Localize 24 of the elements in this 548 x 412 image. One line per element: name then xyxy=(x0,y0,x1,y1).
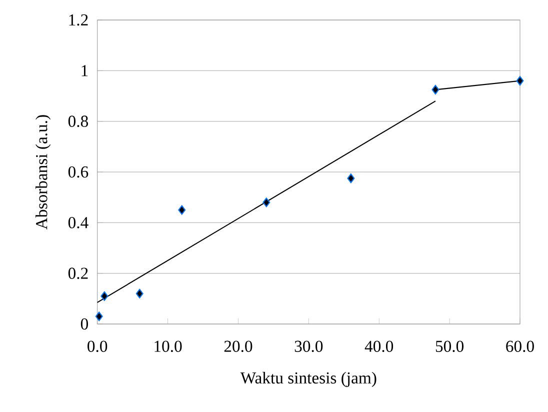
point xyxy=(136,288,144,298)
point xyxy=(347,174,355,184)
point xyxy=(516,76,524,86)
y-tick-label: 1 xyxy=(82,65,88,76)
y-tick-label: 0 xyxy=(80,318,88,330)
point xyxy=(100,291,108,301)
x-tick-label: 40.0 xyxy=(364,340,394,352)
y-tick-label: 0.6 xyxy=(68,166,88,178)
point xyxy=(262,198,270,208)
x-tick-label: 50.0 xyxy=(436,340,464,352)
x-tick-label: 20.0 xyxy=(224,340,252,352)
point xyxy=(178,205,186,215)
y-tick-label: 0.2 xyxy=(68,268,88,279)
x-tick-label: 10.0 xyxy=(154,340,182,352)
y-tick-label: 0.4 xyxy=(68,217,88,228)
x-tick-label: 60.0 xyxy=(506,340,534,352)
x-tick-label: 0.0 xyxy=(88,340,108,352)
x-axis-title: Waktu sintesis (jam) xyxy=(240,372,376,387)
x-tick-label: 30.0 xyxy=(294,340,323,352)
y-tick-label: 0.8 xyxy=(68,116,88,127)
point xyxy=(432,84,440,94)
y-axis-title: Absorbansi (a.u.) xyxy=(36,115,51,230)
point xyxy=(95,312,103,322)
y-tick-label: 1.2 xyxy=(69,14,88,26)
